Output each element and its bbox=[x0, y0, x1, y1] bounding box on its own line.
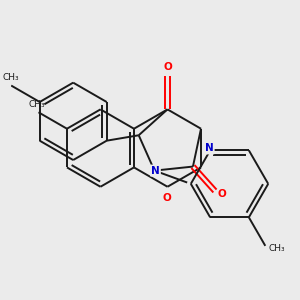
Text: N: N bbox=[151, 166, 160, 176]
Text: O: O bbox=[162, 193, 171, 202]
Text: O: O bbox=[218, 189, 226, 199]
Text: CH₃: CH₃ bbox=[28, 100, 45, 109]
Text: CH₃: CH₃ bbox=[3, 73, 20, 82]
Text: O: O bbox=[163, 62, 172, 72]
Text: CH₃: CH₃ bbox=[268, 244, 285, 253]
Text: N: N bbox=[205, 143, 214, 153]
